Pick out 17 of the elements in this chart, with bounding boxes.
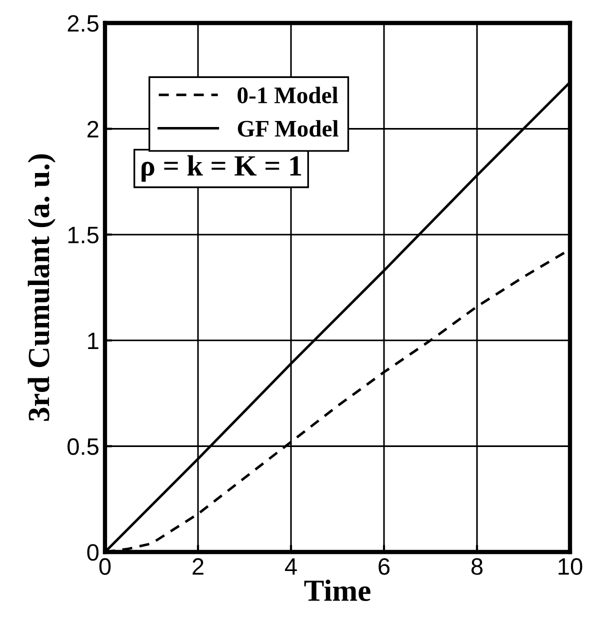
- x-tick-label: 2: [192, 558, 204, 575]
- legend-label: GF Model: [238, 120, 338, 137]
- x-tick-label: 10: [558, 558, 582, 575]
- y-tick-label: 1.5: [68, 226, 98, 244]
- y-tick-label: 0: [87, 544, 99, 561]
- legend-label: 0-1 Model: [238, 86, 338, 104]
- annotation: ρ = k = K = 1: [142, 155, 302, 182]
- y-tick-label: 2: [88, 120, 98, 138]
- x-axis-title: Time: [304, 580, 370, 602]
- x-tick-label: 8: [471, 558, 483, 575]
- x-tick-label: 6: [378, 558, 390, 575]
- y-tick-label: 0.5: [68, 438, 98, 455]
- y-tick-label: 2.5: [68, 15, 98, 32]
- x-tick-label: 0: [99, 558, 111, 575]
- y-axis-title: 3rd Cumulant (a. u.): [28, 154, 56, 421]
- x-tick-label: 4: [284, 558, 297, 575]
- y-tick-label: 1: [88, 332, 98, 349]
